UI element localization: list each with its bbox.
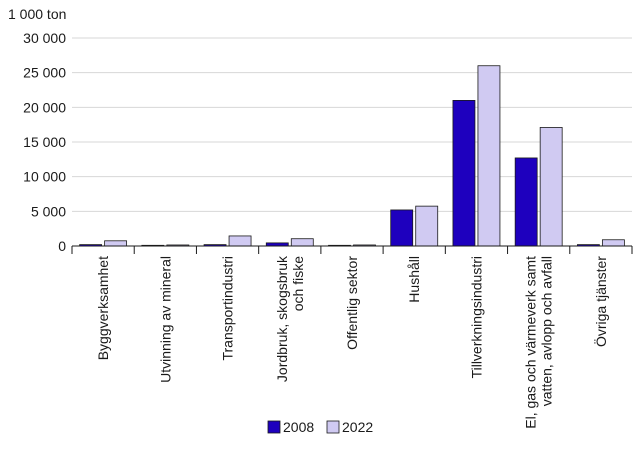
y-tick-label: 30 000 — [23, 30, 66, 46]
x-category-label: Hushåll — [406, 256, 422, 303]
y-tick-label: 10 000 — [23, 169, 66, 185]
bar-2022 — [228, 235, 252, 247]
x-category-label: Byggverksamhet — [95, 256, 111, 360]
bar-2022 — [415, 205, 439, 247]
bar-2008 — [390, 209, 414, 247]
x-category-label: Transportindustri — [220, 256, 236, 361]
y-tick-label: 0 — [58, 238, 66, 254]
bar-2022 — [601, 239, 625, 247]
x-category-label: Offentlig sektor — [344, 256, 360, 350]
gridlines — [72, 37, 632, 212]
bars — [79, 65, 625, 247]
x-axis-ticks — [71, 246, 633, 254]
legend-swatch-2008 — [267, 420, 281, 434]
y-tick-label: 20 000 — [23, 99, 66, 115]
legend-label-2022: 2022 — [342, 419, 373, 435]
x-category-label: El, gas och värmeverk samt — [523, 256, 539, 429]
y-tick-label: 25 000 — [23, 65, 66, 81]
bar-2008 — [452, 100, 476, 247]
bar-2022 — [104, 240, 128, 247]
x-category-label: Jordbruk, skogsbruk — [274, 255, 290, 382]
bar-2022 — [477, 65, 501, 247]
y-axis-ticks: 0 5 000 10 000 15 000 20 000 25 000 30 000 — [23, 30, 66, 254]
x-category-label: och fiske — [290, 256, 306, 311]
x-category-label: Utvinning av mineral — [157, 256, 173, 383]
y-tick-label: 15 000 — [23, 134, 66, 150]
legend: 2008 2022 — [267, 419, 373, 435]
x-axis-category-labels: Byggverksamhet Utvinning av mineral Transp… — [95, 255, 609, 429]
bar-2022 — [290, 238, 314, 247]
legend-swatch-2022 — [326, 420, 340, 434]
bar-2008 — [514, 157, 538, 247]
x-category-label: vatten, avlopp och avfall — [539, 256, 555, 406]
y-tick-label: 5 000 — [31, 203, 66, 219]
x-category-label: Tillverkningsindustri — [468, 256, 484, 378]
bar-2022 — [539, 127, 563, 247]
legend-label-2008: 2008 — [283, 419, 314, 435]
y-axis-unit-label: 1 000 ton — [8, 6, 66, 22]
x-category-label: Övriga tjänster — [592, 256, 609, 347]
